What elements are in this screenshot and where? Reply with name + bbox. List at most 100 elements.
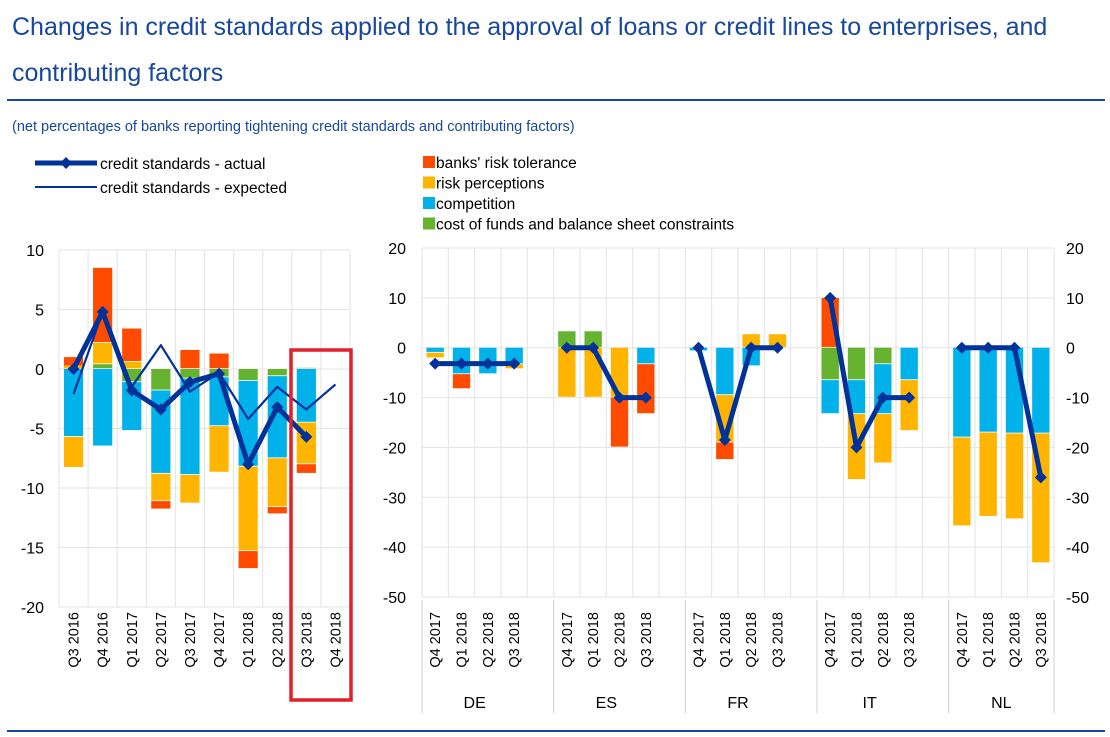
x-tick-label: Q1 2018	[981, 612, 997, 668]
bottom-divider	[7, 730, 1105, 732]
marker-actual	[67, 363, 80, 375]
x-tick-label: Q2 2018	[481, 612, 497, 668]
y-tick-label-right: -50	[1066, 590, 1089, 607]
x-tick-label: Q3 2018	[902, 612, 918, 668]
marker-actual	[718, 433, 731, 446]
bar-banks-risk-tolerance	[238, 551, 258, 569]
x-tick-label: Q3 2018	[507, 612, 523, 668]
marker-actual	[560, 341, 573, 354]
x-tick-label: Q2 2018	[613, 612, 629, 668]
marker-actual	[300, 430, 313, 443]
bar-cost-of-funds	[151, 369, 171, 390]
y-tick-label-right: 20	[1066, 241, 1084, 258]
y-tick-label: -10	[21, 481, 44, 498]
highlight-box	[289, 348, 353, 702]
bar-es-cost-of-funds	[584, 331, 602, 347]
x-tick-label: Q4 2017	[560, 612, 576, 668]
marker-actual	[771, 341, 784, 354]
group-label-es: ES	[596, 695, 617, 712]
marker-actual	[876, 391, 889, 404]
bar-it-cost-of-funds	[847, 347, 866, 380]
bar-banks-risk-tolerance	[209, 353, 229, 369]
y-tick-label-right: -30	[1066, 490, 1089, 507]
bar-fr-risk-perceptions	[768, 334, 787, 347]
legend-swatch-banks-risk-tolerance	[423, 156, 435, 168]
bar-de-competition	[426, 347, 444, 352]
bar-risk-perceptions	[93, 342, 113, 364]
bar-risk-perceptions	[209, 426, 229, 472]
bar-es-banks-risk-tolerance	[637, 364, 655, 414]
x-tick-label: Q4 2018	[328, 612, 344, 668]
bar-cost-of-funds	[93, 364, 113, 369]
x-tick-label: Q2 2017	[154, 612, 170, 668]
marker-actual	[613, 391, 626, 404]
legend-label-cost-of-funds: cost of funds and balance sheet constrai…	[436, 217, 734, 234]
marker-actual	[745, 341, 758, 354]
bar-it-competition	[821, 380, 839, 414]
bar-cost-of-funds	[238, 369, 258, 381]
bar-cost-of-funds	[180, 369, 200, 378]
x-tick-label: Q2 2018	[744, 612, 760, 668]
y-tick-label-right: -10	[1066, 391, 1089, 408]
y-tick-label-left: -40	[383, 540, 406, 557]
x-tick-label: Q4 2017	[823, 612, 839, 668]
marker-actual	[850, 441, 863, 454]
group-label-nl: NL	[991, 695, 1012, 712]
y-tick-label-left: -30	[383, 490, 406, 507]
bar-nl-risk-perceptions	[979, 432, 997, 516]
line-actual-fr	[696, 345, 778, 443]
bar-competition	[267, 376, 287, 458]
bar-cost-of-funds	[267, 369, 287, 376]
bar-nl-risk-perceptions	[953, 437, 971, 526]
line-actual-es	[566, 345, 646, 401]
bar-competition	[63, 369, 84, 437]
legend-label-competition: competition	[436, 196, 515, 213]
legend-swatch-risk-perceptions	[423, 176, 435, 189]
y-tick-label-left: -10	[383, 391, 406, 408]
bar-es-cost-of-funds	[558, 331, 576, 347]
marker-actual	[242, 458, 255, 471]
legend-swatch-cost-of-funds	[423, 217, 435, 230]
group-label-de: DE	[464, 695, 486, 712]
bar-banks-risk-tolerance	[63, 357, 84, 369]
chart-title: Changes in credit standards applied to t…	[12, 13, 1048, 87]
bar-banks-risk-tolerance	[122, 328, 142, 362]
legend-swatch-competition	[423, 197, 435, 209]
bar-banks-risk-tolerance	[267, 507, 287, 514]
legend-marker-actual	[60, 157, 72, 169]
y-tick-label: 5	[35, 303, 44, 320]
marker-actual	[429, 357, 442, 370]
marker-actual	[154, 403, 167, 416]
legend-label-expected: credit standards - expected	[100, 180, 287, 197]
bar-it-cost-of-funds	[874, 347, 892, 364]
bar-it-cost-of-funds	[821, 347, 839, 380]
bar-risk-perceptions	[180, 474, 200, 503]
group-label-fr: FR	[727, 695, 748, 712]
y-tick-label-right: -40	[1066, 540, 1089, 557]
bar-competition	[151, 390, 171, 473]
x-tick-label: Q2 2018	[876, 612, 892, 668]
marker-actual	[692, 341, 705, 354]
y-tick-label-left: 10	[388, 291, 406, 308]
bar-competition	[180, 378, 200, 475]
y-tick-label-left: -20	[383, 440, 406, 457]
line-actual-it	[827, 297, 910, 450]
bar-banks-risk-tolerance	[180, 349, 200, 369]
bar-banks-risk-tolerance	[296, 464, 316, 473]
bar-risk-perceptions	[267, 458, 287, 507]
title-divider	[7, 99, 1105, 101]
marker-actual	[982, 341, 995, 354]
bar-fr-banks-risk-tolerance	[716, 442, 734, 460]
bar-de-risk-perceptions	[426, 352, 444, 358]
marker-actual	[824, 291, 837, 304]
bar-es-competition	[637, 347, 655, 364]
marker-actual	[271, 401, 284, 414]
bar-de-competition	[505, 347, 523, 364]
x-tick-label: Q3 2018	[299, 612, 315, 668]
bar-risk-perceptions	[238, 466, 258, 551]
marker-actual	[481, 357, 494, 370]
x-tick-label: Q4 2017	[428, 612, 444, 668]
bar-risk-perceptions	[122, 361, 142, 369]
x-tick-label: Q4 2017	[692, 612, 708, 668]
